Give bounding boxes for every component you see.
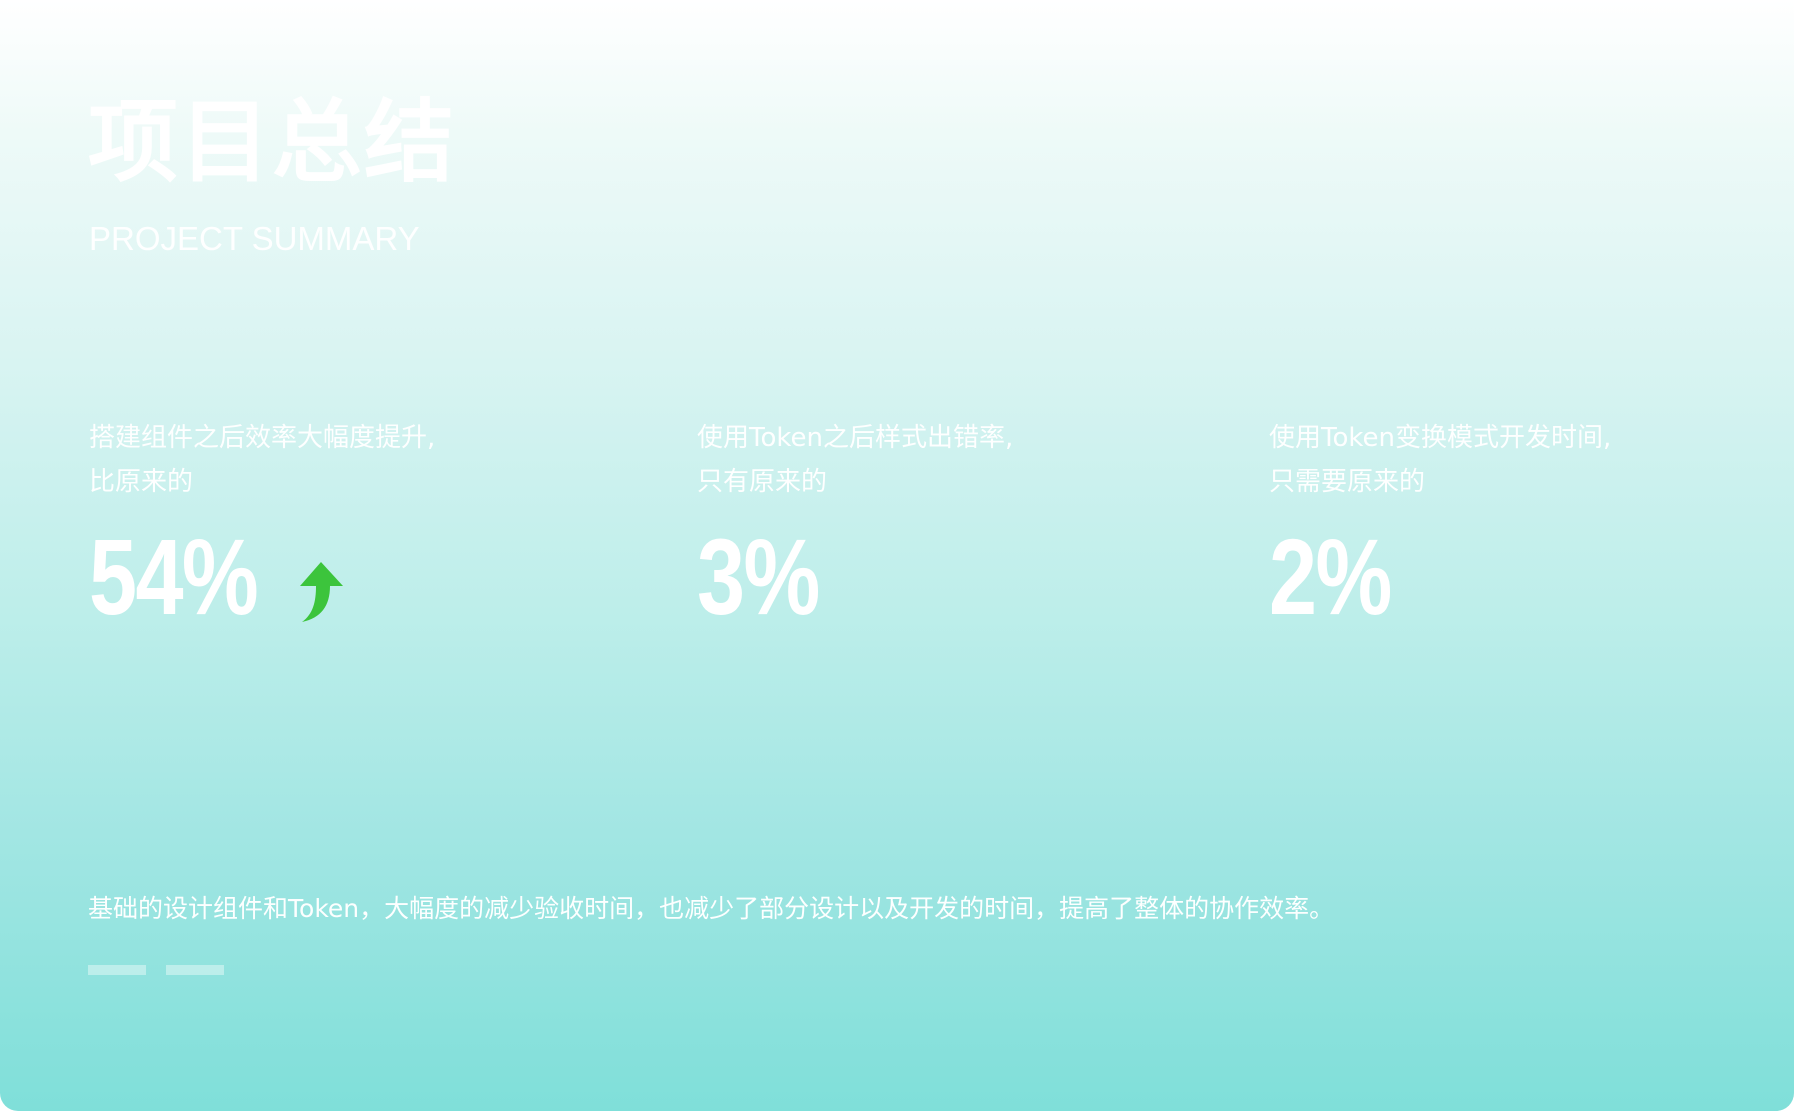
metric-description-line-1: 搭建组件之后效率大幅度提升, <box>89 423 436 453</box>
arrow-up-icon <box>300 562 343 622</box>
metric-value: 3% <box>697 516 820 637</box>
slide-title: 项目总结 <box>88 90 456 195</box>
metric-style-error-rate: 使用Token之后样式出错率, 只有原来的 3% <box>697 416 1014 632</box>
metric-description-line-2: 只需要原来的 <box>1269 467 1426 497</box>
metric-value: 2% <box>1269 516 1392 637</box>
metric-value-row: 3% <box>697 522 849 632</box>
metric-description-line-2: 比原来的 <box>89 467 194 497</box>
metric-value-row: 2% <box>1269 522 1421 632</box>
metric-efficiency: 搭建组件之后效率大幅度提升, 比原来的 54% <box>89 416 436 632</box>
metric-value-row: 54% <box>89 516 343 637</box>
slide-subtitle: PROJECT SUMMARY <box>89 220 420 257</box>
summary-footer-text: 基础的设计组件和Token，大幅度的减少验收时间，也减少了部分设计以及开发的时间… <box>88 894 1335 923</box>
metric-dev-time: 使用Token变换模式开发时间, 只需要原来的 2% <box>1269 416 1612 632</box>
metric-description-line-2: 只有原来的 <box>697 467 828 497</box>
decorative-divider <box>88 965 146 975</box>
metric-description-line-1: 使用Token之后样式出错率, <box>697 423 1014 453</box>
decorative-divider <box>166 965 224 975</box>
metric-value: 54% <box>89 516 259 637</box>
metric-description-line-1: 使用Token变换模式开发时间, <box>1269 423 1612 453</box>
